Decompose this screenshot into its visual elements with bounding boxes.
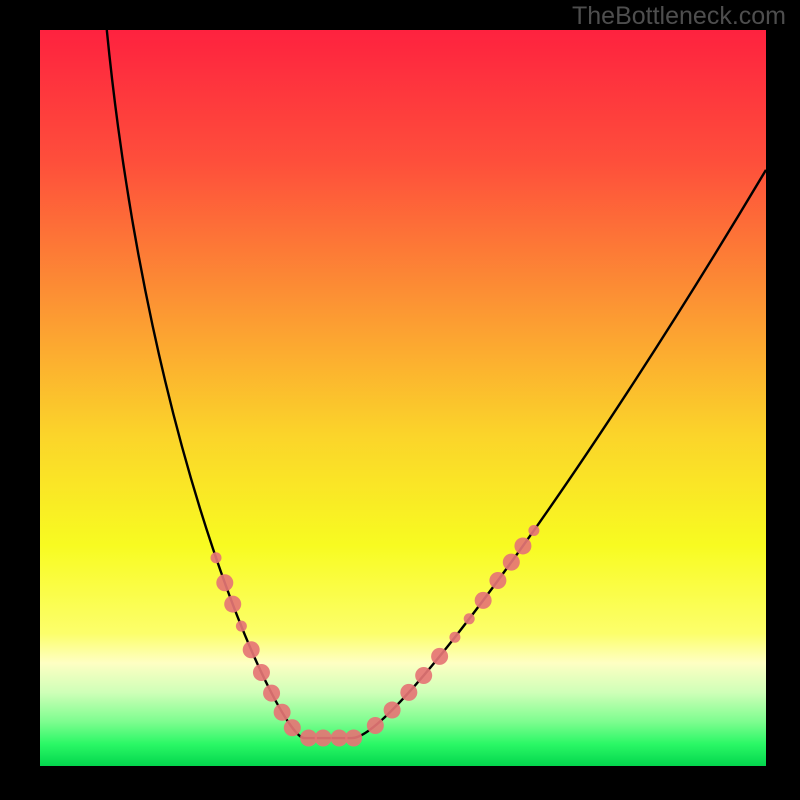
curve-marker bbox=[431, 648, 448, 665]
curve-marker bbox=[243, 641, 260, 658]
watermark-text: TheBottleneck.com bbox=[572, 2, 786, 31]
curve-marker bbox=[503, 554, 520, 571]
curve-marker bbox=[384, 702, 401, 719]
curve-marker bbox=[211, 552, 222, 563]
plot-background bbox=[40, 30, 766, 766]
curve-marker bbox=[400, 684, 417, 701]
curve-marker bbox=[274, 704, 291, 721]
curve-marker bbox=[345, 730, 362, 747]
curve-marker bbox=[489, 572, 506, 589]
curve-marker bbox=[253, 664, 270, 681]
curve-marker bbox=[224, 596, 241, 613]
curve-marker bbox=[315, 730, 332, 747]
curve-marker bbox=[236, 621, 247, 632]
curve-marker bbox=[449, 632, 460, 643]
curve-marker bbox=[367, 717, 384, 734]
bottleneck-chart-svg bbox=[0, 0, 800, 800]
curve-marker bbox=[415, 667, 432, 684]
curve-marker bbox=[300, 730, 317, 747]
curve-marker bbox=[263, 685, 280, 702]
curve-marker bbox=[514, 537, 531, 554]
curve-marker bbox=[284, 719, 301, 736]
curve-marker bbox=[216, 574, 233, 591]
curve-marker bbox=[528, 525, 539, 536]
curve-marker bbox=[464, 613, 475, 624]
chart-stage: TheBottleneck.com bbox=[0, 0, 800, 800]
curve-marker bbox=[331, 730, 348, 747]
curve-marker bbox=[475, 592, 492, 609]
